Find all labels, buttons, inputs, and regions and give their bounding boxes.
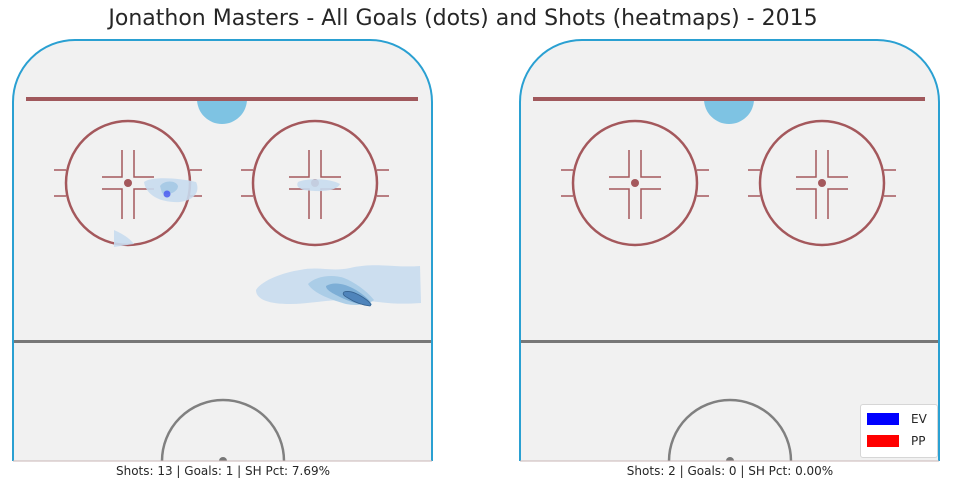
right-faceoff-dot-left xyxy=(631,179,639,187)
left-goal-crease xyxy=(197,99,247,124)
right-faceoff-dot-right xyxy=(818,179,826,187)
left-faceoff-circle-right xyxy=(251,119,379,247)
right-panel-caption: Shots: 2 | Goals: 0 | SH Pct: 0.00% xyxy=(626,464,834,478)
left-center-circle xyxy=(160,398,286,462)
left-goal-line xyxy=(26,97,418,101)
figure-title: Jonathon Masters - All Goals (dots) and … xyxy=(108,6,818,31)
left-blue-line xyxy=(13,340,432,343)
shot-density-contour xyxy=(160,181,178,195)
goal-dot-ev xyxy=(163,190,171,198)
left-faceoff-dot-left xyxy=(124,179,132,187)
legend-entry-ev: EV xyxy=(867,411,927,427)
right-goal-crease xyxy=(704,99,754,124)
legend: EV PP xyxy=(860,404,938,458)
right-faceoff-cross-right xyxy=(796,150,848,219)
right-faceoff-circle-left xyxy=(571,119,699,247)
left-faceoff-cross-right xyxy=(289,150,341,219)
shot-density-contour xyxy=(297,179,340,192)
legend-label-ev: EV xyxy=(911,412,927,426)
right-center-circle xyxy=(667,398,793,462)
shot-density-contour xyxy=(114,230,134,247)
right-goal-line xyxy=(533,97,925,101)
right-faceoff-cross-left xyxy=(609,150,661,219)
left-ice-surface xyxy=(13,40,432,461)
right-blue-line xyxy=(520,340,939,343)
left-boards xyxy=(12,39,433,461)
left-center-dot xyxy=(219,457,227,461)
legend-swatch-ev xyxy=(867,413,899,425)
shot-density-contour xyxy=(342,291,372,307)
left-rink xyxy=(12,39,433,462)
left-faceoff-cross-left xyxy=(102,150,154,219)
legend-entry-pp: PP xyxy=(867,433,925,449)
right-faceoff-circle-right xyxy=(758,119,886,247)
legend-swatch-pp xyxy=(867,435,899,447)
legend-label-pp: PP xyxy=(911,434,926,448)
right-rink xyxy=(519,39,940,462)
right-ice-surface xyxy=(520,40,939,461)
right-center-dot xyxy=(726,457,734,461)
right-boards xyxy=(519,39,940,461)
left-panel-caption: Shots: 13 | Goals: 1 | SH Pct: 7.69% xyxy=(115,464,331,478)
